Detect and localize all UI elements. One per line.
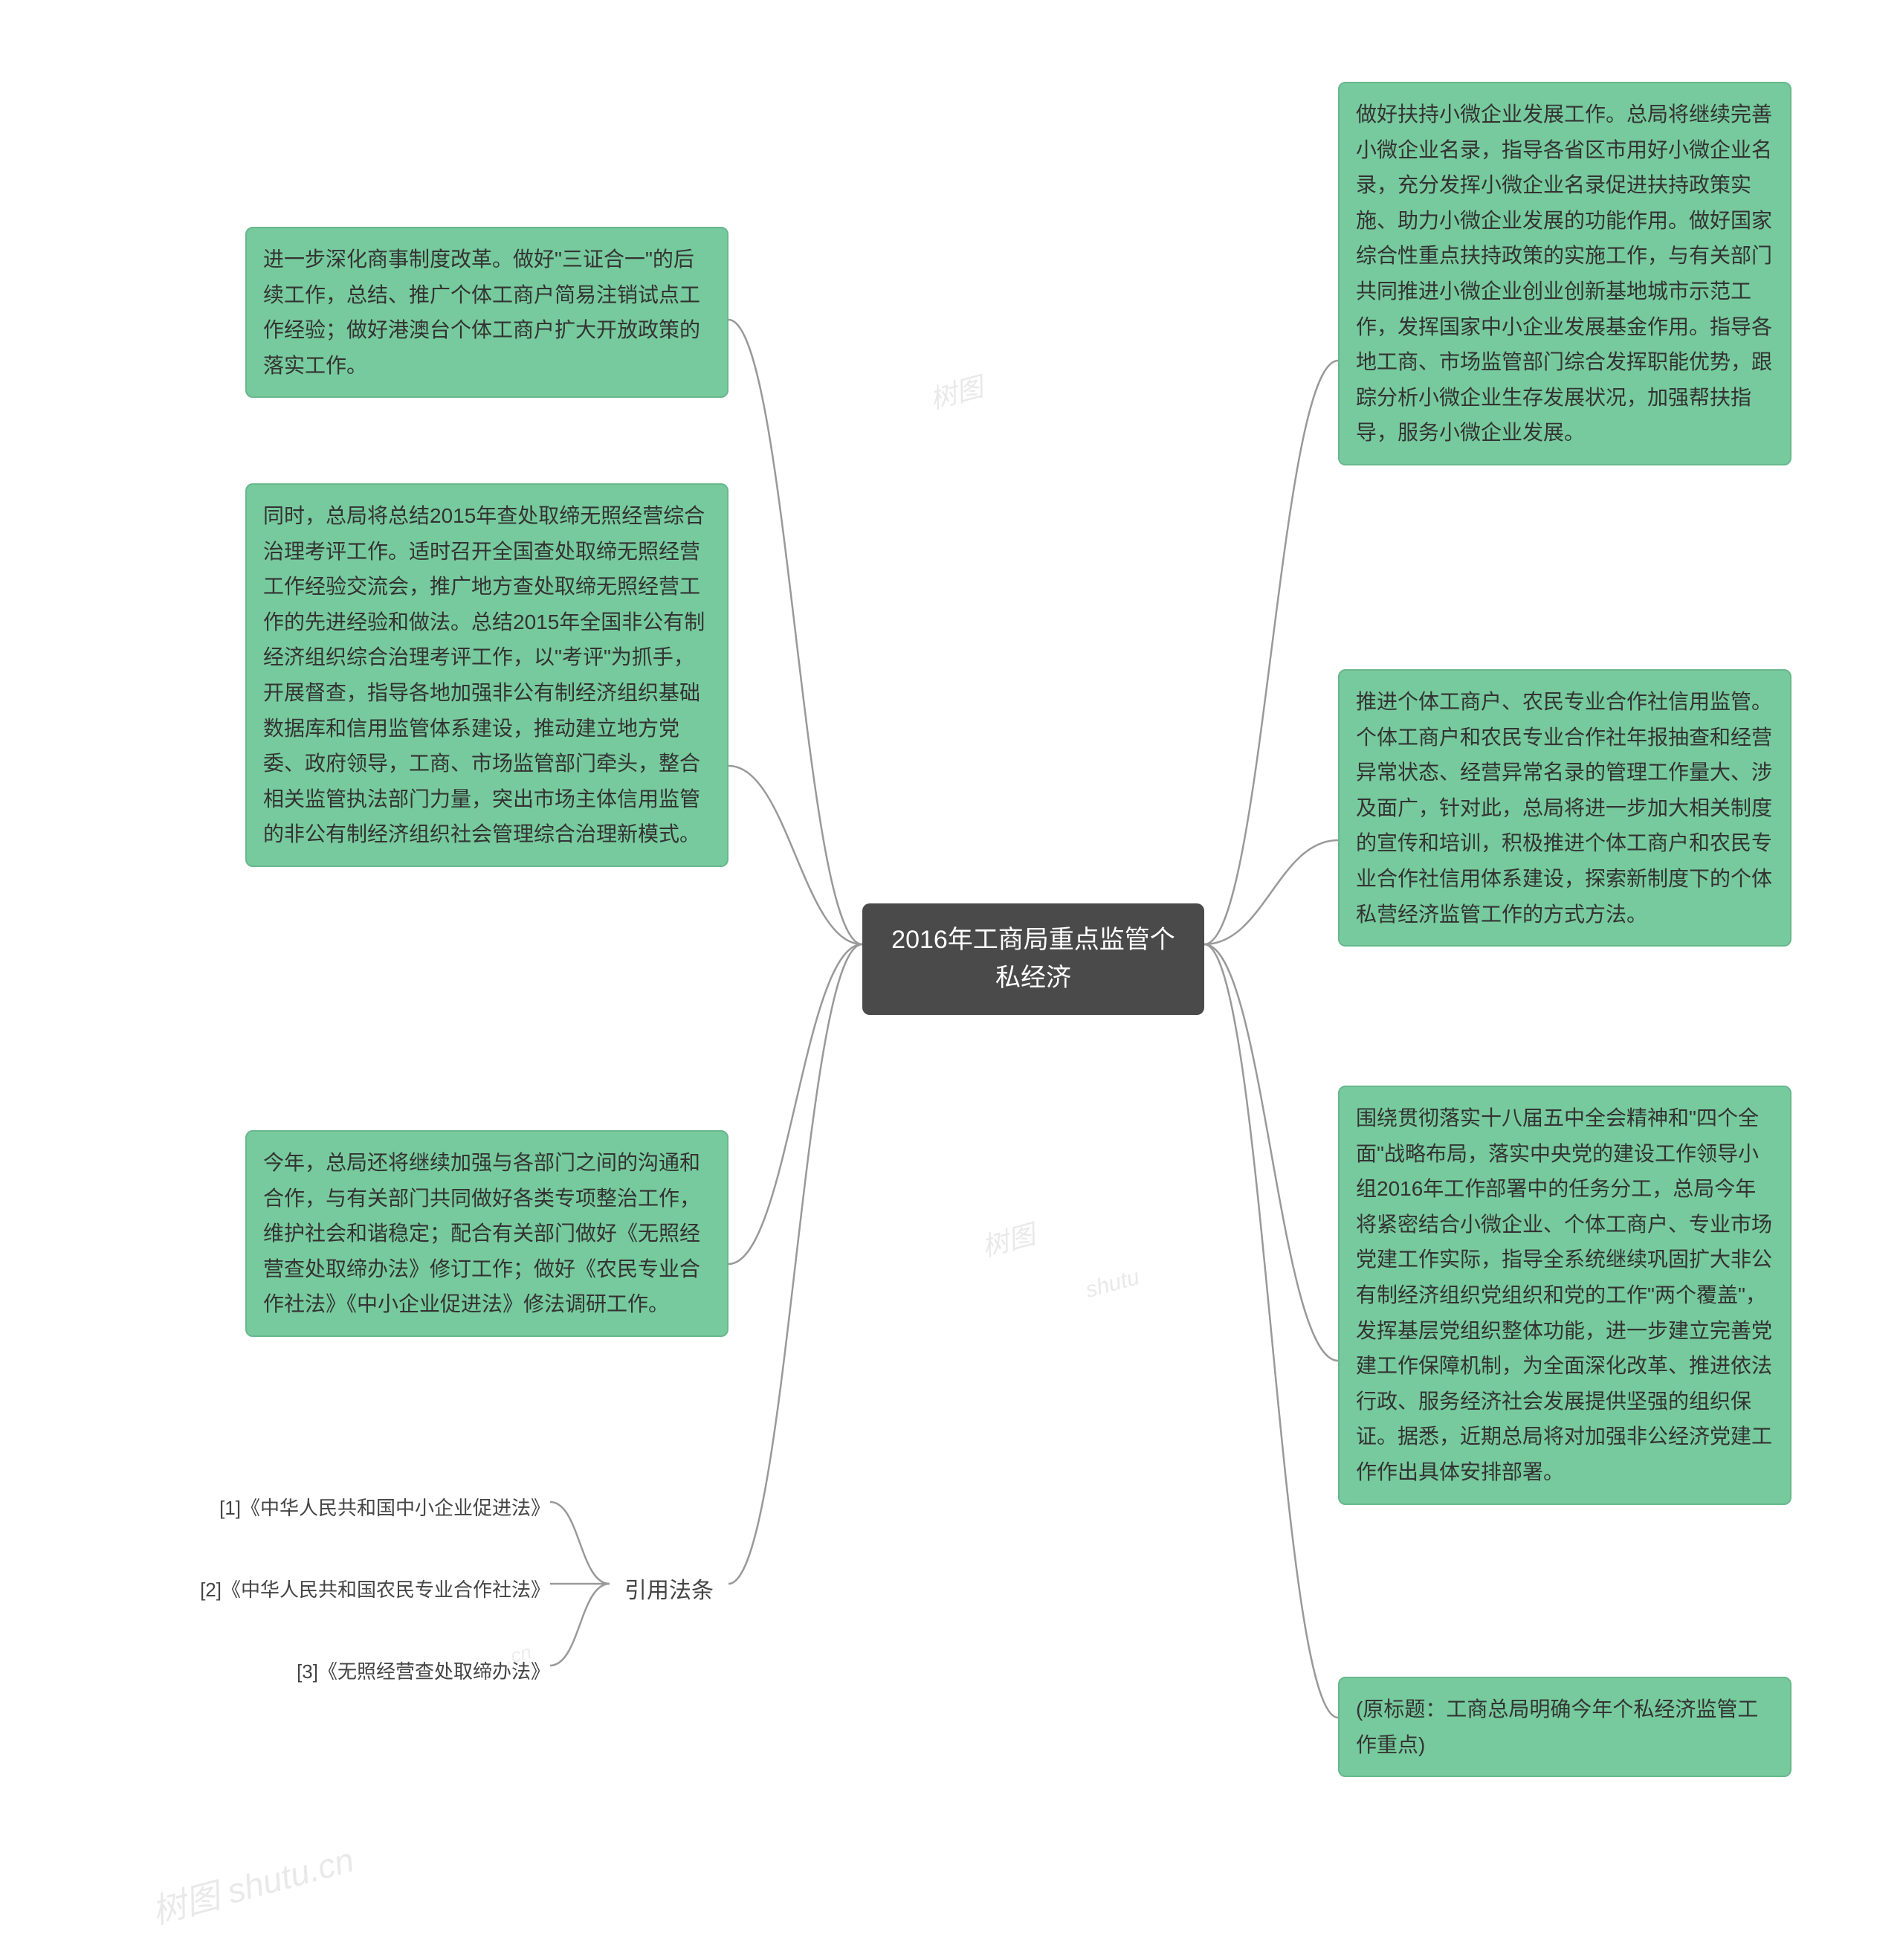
watermark: shutu [1083, 1265, 1143, 1303]
cite-label-node: 引用法条 [610, 1561, 728, 1620]
watermark: 树图 [977, 1213, 1038, 1265]
cite-item-1: [1]《中华人民共和国中小企业促进法》 [164, 1487, 550, 1529]
cite-item-2: [2]《中华人民共和国农民专业合作社法》 [134, 1569, 550, 1611]
right-node-2: 推进个体工商户、农民专业合作社信用监管。个体工商户和农民专业合作社年报抽查和经营… [1338, 669, 1791, 947]
left-node-2: 同时，总局将总结2015年查处取缔无照经营综合治理考评工作。适时召开全国查处取缔… [245, 483, 728, 867]
root-node: 2016年工商局重点监管个私经济 [862, 903, 1204, 1015]
watermark: 树图 shutu.cn [146, 1833, 358, 1934]
right-node-1: 做好扶持小微企业发展工作。总局将继续完善小微企业名录，指导各省区市用好小微企业名… [1338, 82, 1791, 465]
left-node-1: 进一步深化商事制度改革。做好"三证合一"的后续工作，总结、推广个体工商户简易注销… [245, 227, 728, 398]
watermark: 树图 [925, 366, 986, 417]
right-node-3: 围绕贯彻落实十八届五中全会精神和"四个全面"战略布局，落实中央党的建设工作领导小… [1338, 1086, 1791, 1505]
left-node-3: 今年，总局还将继续加强与各部门之间的沟通和合作，与有关部门共同做好各类专项整治工… [245, 1130, 728, 1337]
right-node-4: (原标题：工商总局明确今年个私经济监管工作重点) [1338, 1677, 1791, 1777]
cite-item-3: [3]《无照经营查处取缔办法》 [260, 1651, 550, 1692]
